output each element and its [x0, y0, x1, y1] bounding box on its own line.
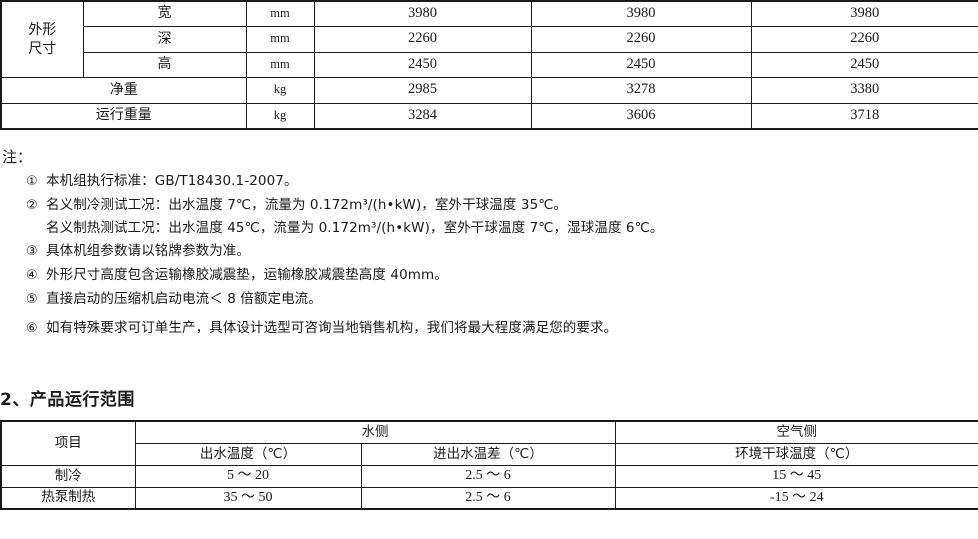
row-value-model2: 3980 — [530, 0, 752, 27]
row-value-model2: 2450 — [530, 51, 752, 78]
note-marker: ③ — [26, 244, 38, 260]
note-text: 如有特殊要求可订单生产，具体设计选型可咨询当地销售机构，我们将最大程度满足您的要… — [46, 319, 618, 336]
note-text: 本机组执行标准：GB/T18430.1-2007。 — [46, 173, 298, 189]
note-marker: ② — [26, 197, 38, 213]
row-value-model3: 3980 — [750, 0, 978, 27]
table-row: 净重 kg 2985 3278 3380 — [0, 77, 978, 104]
note-text: 直接启动的压缩机启动电流＜ 8 倍额定电流。 — [46, 290, 322, 307]
header-sub-ambient-dry-bulb-temp: 环境干球温度（℃） — [614, 442, 978, 466]
row-value-outlet-water-temp: 35 ～ 50 — [134, 486, 362, 510]
row-value-outlet-water-temp: 5 ～ 20 — [134, 464, 362, 488]
row-group-label-dimensions: 外形 尺寸 — [0, 0, 84, 78]
table-header-row-subheaders: 出水温度（℃） 进出水温差（℃） 环境干球温度（℃） — [1, 442, 978, 466]
row-item-label: 深 — [82, 26, 247, 53]
note-item-2: ② 名义制冷测试工况：出水温度 7℃，流量为 0.172m³/(h•kW)，室外… — [0, 196, 978, 216]
note-text: 名义制冷测试工况：出水温度 7℃，流量为 0.172m³/(h•kW)，室外干球… — [46, 196, 568, 213]
header-group-air-side: 空气侧 — [614, 420, 978, 444]
row-value-water-temp-diff: 2.5 ～ 6 — [360, 486, 616, 510]
row-unit: mm — [245, 51, 315, 78]
row-item-label: 高 — [82, 51, 247, 78]
header-group-water-side: 水侧 — [134, 420, 616, 444]
row-item-label-operating-weight: 运行重量 — [0, 102, 247, 129]
notes-block: 注： ① 本机组执行标准：GB/T18430.1-2007。 ② 名义制冷测试工… — [0, 148, 978, 343]
row-unit: mm — [245, 0, 315, 27]
row-value-model1: 2260 — [313, 26, 532, 53]
note-text: 具体机组参数请以铭牌参数为准。 — [46, 243, 250, 260]
table-row: 高 mm 2450 2450 2450 — [1, 51, 978, 78]
note-item-1: ① 本机组执行标准：GB/T18430.1-2007。 — [0, 172, 978, 192]
table-row: 深 mm 2260 2260 2260 — [1, 26, 978, 53]
note-item-5: ⑤ 直接启动的压缩机启动电流＜ 8 倍额定电流。 — [0, 290, 978, 310]
note-item-2-line-2: 名义制热测试工况：出水温度 45℃，流量为 0.172m³/(h•kW)，室外干… — [0, 219, 978, 239]
table-row: 外形 尺寸 宽 mm 3980 3980 3980 — [0, 0, 978, 78]
operating-range-table: 项目 水侧 空气侧 出水温度（℃） 进出水温差（℃） 环境干球温度（℃） 制冷 … — [0, 420, 978, 510]
row-value-ambient-dry-bulb-temp: 15 ～ 45 — [614, 464, 978, 488]
note-item-4: ④ 外形尺寸高度包含运输橡胶减震垫，运输橡胶减震垫高度 40mm。 — [0, 266, 978, 286]
table-row: 制冷 5 ～ 20 2.5 ～ 6 15 ～ 45 — [0, 464, 978, 488]
row-item-label-net-weight: 净重 — [0, 77, 247, 104]
note-item-3: ③ 具体机组参数请以铭牌参数为准。 — [0, 242, 978, 262]
note-marker: ⑤ — [26, 291, 38, 307]
row-item-label: 宽 — [82, 0, 247, 27]
note-text: 外形尺寸高度包含运输橡胶减震垫，运输橡胶减震垫高度 40mm。 — [46, 267, 448, 284]
group-label-line1: 外形 — [28, 22, 57, 39]
row-unit: kg — [245, 102, 315, 129]
row-value-model1: 3980 — [313, 0, 532, 27]
row-value-model3: 2260 — [750, 26, 978, 53]
page-title: 2、产品运行范围 — [0, 390, 135, 410]
table-row: 运行重量 kg 3284 3606 3718 — [0, 102, 978, 129]
table-row: 热泵制热 35 ～ 50 2.5 ～ 6 -15 ～ 24 — [0, 486, 978, 510]
header-item-label: 项目 — [0, 420, 136, 466]
header-sub-water-temp-diff: 进出水温差（℃） — [360, 442, 616, 466]
row-value-model2: 3606 — [530, 102, 752, 129]
row-value-ambient-dry-bulb-temp: -15 ～ 24 — [614, 486, 978, 510]
row-mode-label: 制冷 — [0, 464, 136, 488]
header-sub-outlet-water-temp: 出水温度（℃） — [134, 442, 362, 466]
row-value-model1: 2450 — [313, 51, 532, 78]
row-unit: kg — [245, 77, 315, 104]
row-value-model3: 3380 — [750, 77, 978, 104]
row-value-model1: 3284 — [313, 102, 532, 129]
row-value-water-temp-diff: 2.5 ～ 6 — [360, 464, 616, 488]
group-label-line2: 尺寸 — [28, 40, 57, 57]
row-value-model1: 2985 — [313, 77, 532, 104]
table-header-row-groups: 项目 水侧 空气侧 — [0, 420, 978, 466]
note-marker: ⑥ — [26, 320, 38, 336]
row-value-model3: 3718 — [750, 102, 978, 129]
notes-title: 注： — [2, 148, 33, 166]
row-value-model2: 3278 — [530, 77, 752, 104]
note-marker: ① — [26, 174, 38, 189]
note-marker: ④ — [26, 268, 38, 284]
row-value-model2: 2260 — [530, 26, 752, 53]
row-mode-label: 热泵制热 — [0, 486, 136, 510]
row-unit: mm — [245, 26, 315, 53]
note-text: 名义制热测试工况：出水温度 45℃，流量为 0.172m³/(h•kW)，室外干… — [46, 219, 664, 236]
row-value-model3: 2450 — [750, 51, 978, 78]
note-item-6: ⑥ 如有特殊要求可订单生产，具体设计选型可咨询当地销售机构，我们将最大程度满足您… — [0, 319, 978, 339]
dimensions-weight-table: 外形 尺寸 宽 mm 3980 3980 3980 深 mm 2260 2260 … — [0, 0, 978, 130]
